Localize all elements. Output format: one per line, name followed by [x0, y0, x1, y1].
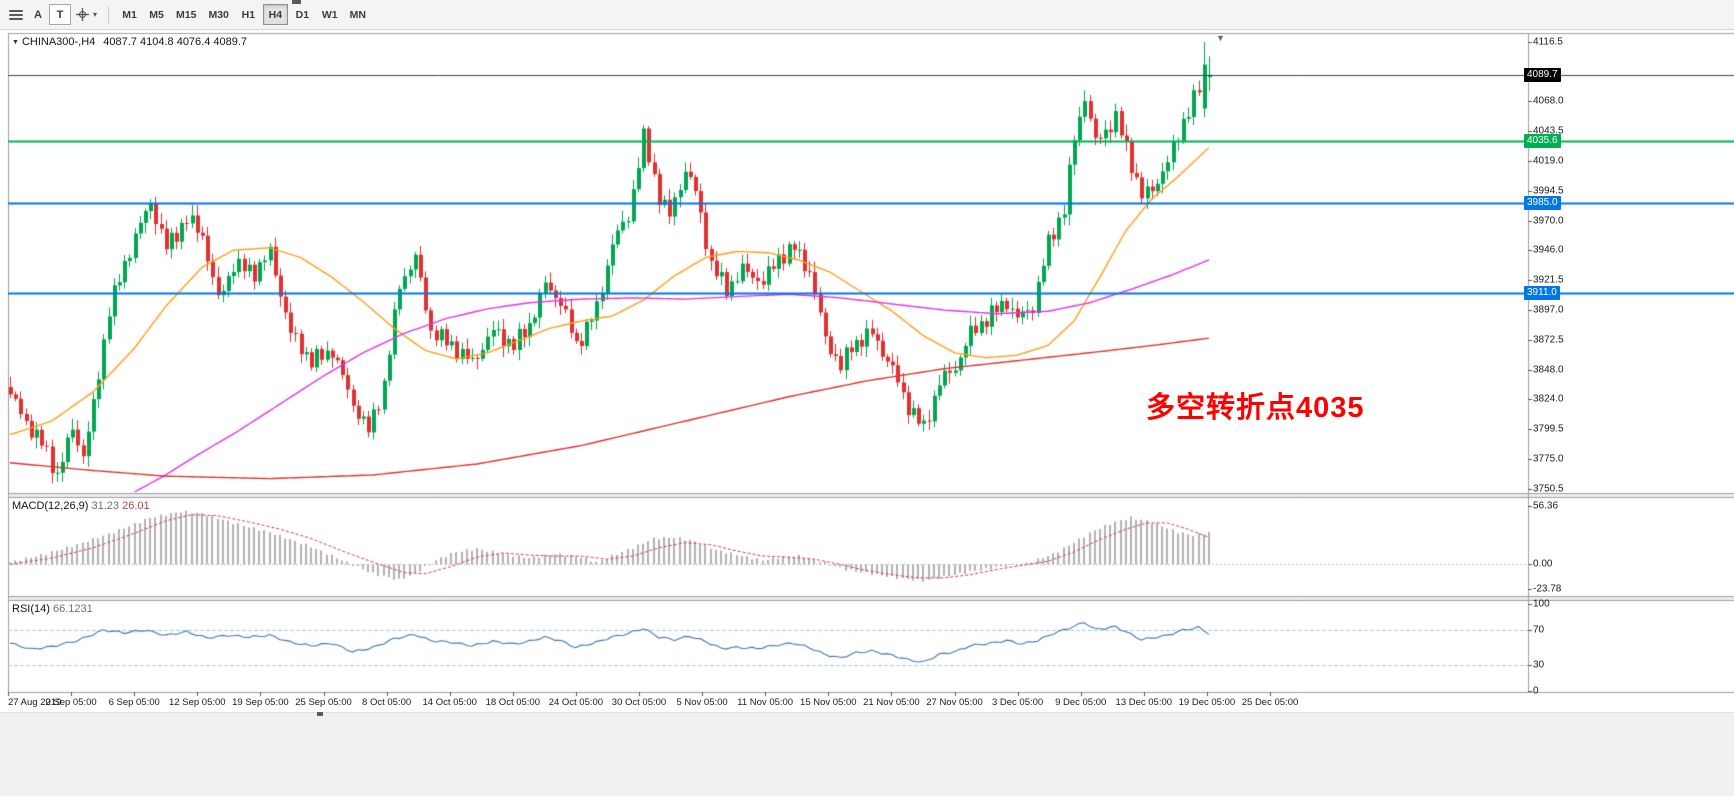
bottom-panel-area — [0, 712, 1734, 796]
cropped-ui-fragment-2 — [317, 712, 323, 716]
